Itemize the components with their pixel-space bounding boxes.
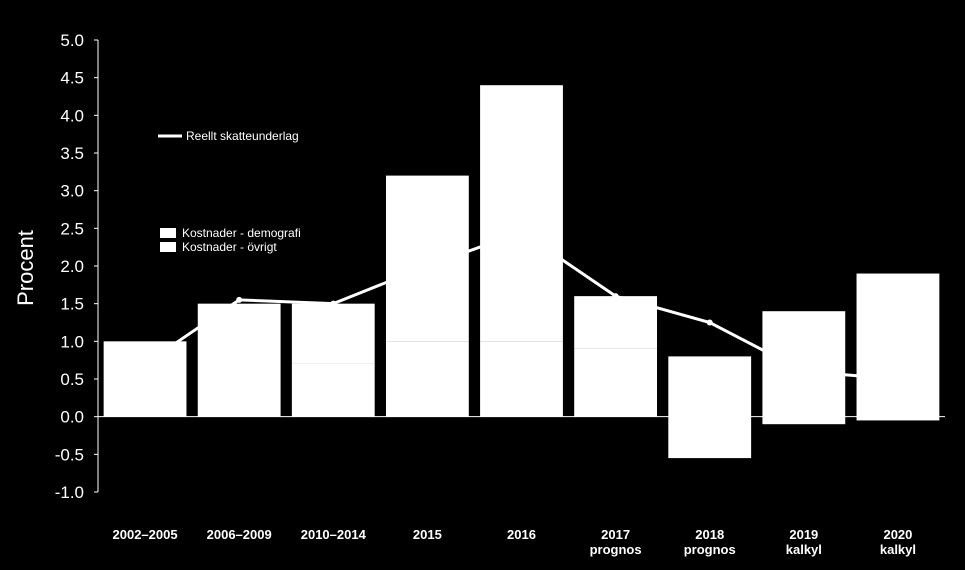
- line-point: [330, 300, 337, 307]
- line-point: [424, 263, 431, 269]
- bar-demografi: [197, 379, 281, 417]
- x-category-label: 2019: [789, 527, 818, 542]
- bar-demografi: [856, 273, 940, 417]
- line-point: [800, 368, 807, 375]
- bar-ovrigt: [197, 303, 281, 379]
- y-tick-label: 1.0: [60, 332, 84, 351]
- bar-ovrigt: [668, 416, 752, 459]
- x-category-label: 2002–2005: [113, 527, 178, 542]
- legend-label-line: Reellt skatteunderlag: [186, 129, 299, 143]
- x-category-label: prognos: [684, 542, 736, 557]
- bar-ovrigt: [480, 85, 563, 342]
- bar-demografi: [762, 311, 846, 417]
- bar-demografi: [668, 356, 752, 417]
- y-tick-label: -0.5: [55, 445, 84, 464]
- line-point: [612, 293, 619, 300]
- y-tick-label: 2.0: [60, 257, 84, 276]
- bar-ovrigt: [762, 416, 846, 425]
- bar-demografi: [574, 348, 658, 417]
- bar-demografi: [103, 379, 187, 417]
- y-tick-label: 4.0: [60, 106, 84, 125]
- legend-swatch-ovrigt: [160, 242, 176, 252]
- bar-demografi: [480, 341, 563, 417]
- x-category-label: kalkyl: [880, 542, 916, 557]
- line-point: [706, 319, 713, 326]
- y-tick-label: 4.5: [60, 69, 84, 88]
- legend-label-demografi: Kostnader - demografi: [182, 226, 301, 240]
- x-category-label: 2010–2014: [301, 527, 367, 542]
- x-category-label: prognos: [590, 542, 642, 557]
- legend-label-ovrigt: Kostnader - övrigt: [182, 240, 277, 254]
- y-tick-label: 3.5: [60, 144, 84, 163]
- y-axis-label: Procent: [13, 230, 38, 306]
- x-category-label: kalkyl: [786, 542, 822, 557]
- bar-ovrigt: [385, 175, 469, 342]
- bar-ovrigt: [291, 303, 375, 364]
- line-point: [518, 229, 525, 236]
- line-point: [894, 376, 901, 382]
- x-category-label: 2006–2009: [207, 527, 272, 542]
- bar-ovrigt: [103, 341, 187, 379]
- y-tick-label: -1.0: [55, 483, 84, 502]
- x-category-label: 2015: [413, 527, 442, 542]
- y-tick-label: 1.5: [60, 295, 84, 314]
- y-tick-label: 3.0: [60, 182, 84, 201]
- legend-swatch-demografi: [160, 228, 176, 238]
- line-point: [142, 360, 149, 367]
- y-tick-label: 0.5: [60, 370, 84, 389]
- bar-demografi: [291, 363, 375, 417]
- bar-demografi: [385, 341, 469, 417]
- x-category-label: 2017: [601, 527, 630, 542]
- bar-ovrigt: [856, 416, 940, 421]
- y-tick-label: 2.5: [60, 219, 84, 238]
- x-category-label: 2018: [695, 527, 724, 542]
- line-point: [236, 296, 243, 303]
- y-tick-label: 0.0: [60, 408, 84, 427]
- x-category-label: 2016: [507, 527, 536, 542]
- x-category-label: 2020: [883, 527, 912, 542]
- y-tick-label: 5.0: [60, 31, 84, 50]
